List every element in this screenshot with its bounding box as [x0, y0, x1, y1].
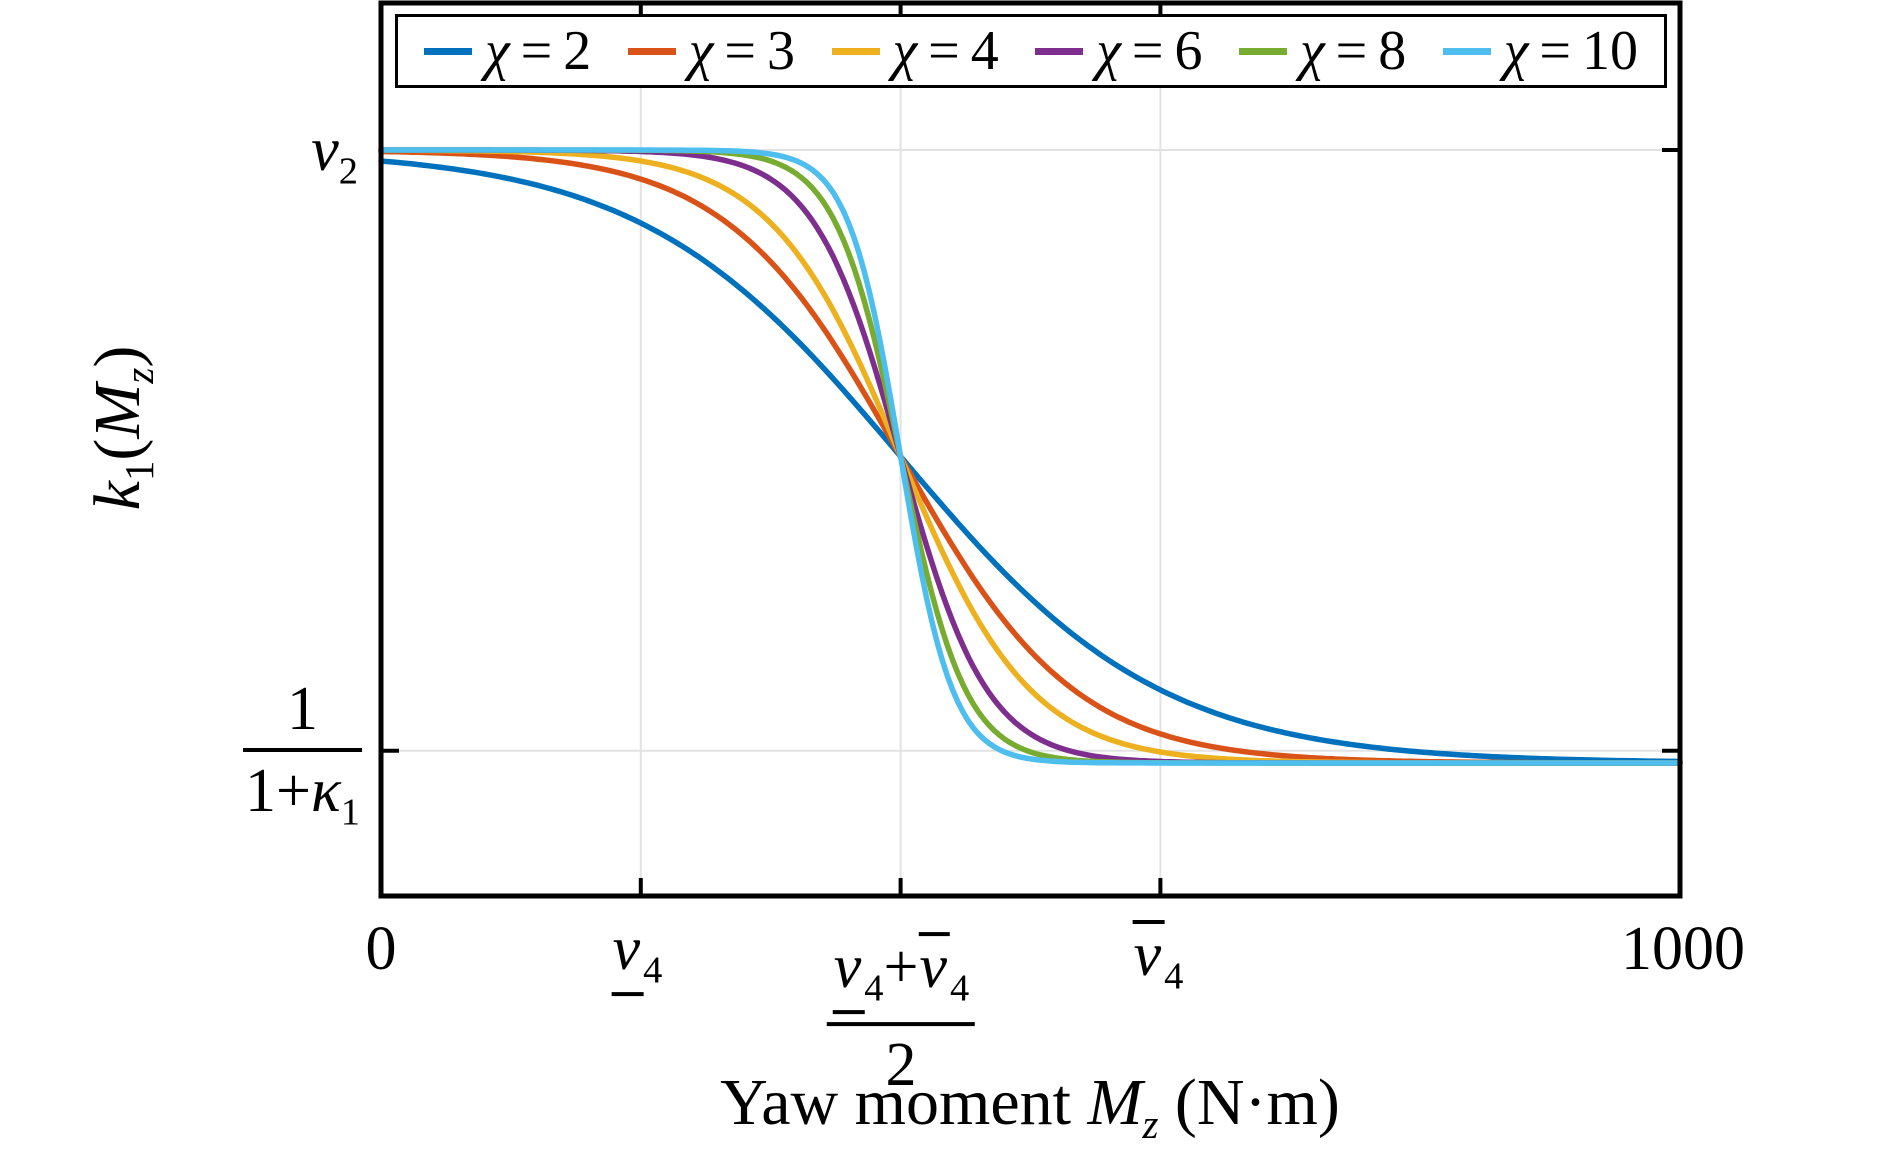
legend-entry: χ = 4 — [831, 19, 999, 83]
v-sub: 4 — [1164, 955, 1184, 998]
legend-chi-value: 8 — [1378, 20, 1407, 82]
legend-entry: χ = 6 — [1035, 19, 1202, 83]
y-tick-label-1-over-1-plus-kappa1: 1 1+κ1 — [243, 675, 362, 832]
legend-equals: = — [1131, 20, 1164, 82]
kappa-symbol: κ — [311, 757, 341, 825]
legend-chi-symbol: χ — [1300, 20, 1325, 82]
curve-chi-8 — [378, 147, 1683, 766]
x-title-suffix: (N·m) — [1158, 1066, 1340, 1139]
fraction-bar — [826, 1021, 976, 1026]
Mz-sub: z — [1142, 1102, 1159, 1148]
legend-line-sample — [1035, 47, 1084, 55]
legend-equals: = — [1335, 20, 1368, 82]
y-tick-label-v2: v2 — [311, 116, 358, 191]
legend-box: χ = 2 χ = 3 χ = 4 χ = 6 χ = 8 χ = 10 — [395, 14, 1667, 88]
curves — [378, 147, 1683, 766]
v-sub: 4 — [643, 949, 663, 992]
fraction-numerator: 1 — [287, 675, 319, 743]
v-base: v — [1133, 921, 1162, 989]
paren-close: ) — [81, 345, 154, 368]
v-overbar: v — [918, 932, 951, 998]
k-sub: 1 — [117, 460, 163, 482]
curve-chi-10 — [378, 147, 1683, 766]
Mz-sub: z — [117, 367, 163, 384]
Mz-symbol: M — [1087, 1066, 1143, 1139]
v2-sub: 2 — [338, 150, 358, 193]
legend-entry: χ = 10 — [1442, 19, 1638, 83]
legend-chi-symbol: χ — [892, 20, 918, 82]
v2-base: v — [311, 116, 339, 184]
legend-line-sample — [831, 47, 880, 55]
x-tick-label-v4-upper: v4 — [1132, 920, 1183, 996]
legend-chi-symbol: χ — [1096, 20, 1121, 82]
legend-equals: = — [1539, 20, 1571, 82]
x-tick-label-0: 0 — [365, 915, 397, 983]
k-symbol: k — [81, 481, 154, 511]
paren-open: ( — [81, 438, 154, 461]
legend-entry: χ = 3 — [627, 19, 795, 83]
x-tick-label-v4-lower: v4 — [611, 918, 663, 996]
legend-equals: = — [928, 20, 960, 82]
x-axis-title: Yaw moment Mz (N·m) — [720, 1070, 1340, 1146]
fraction-denominator: 1+κ1 — [243, 752, 362, 832]
kappa-sub: 1 — [340, 791, 360, 834]
den-pre: 1+ — [245, 757, 312, 825]
legend-chi-value: 3 — [766, 20, 795, 82]
legend-entry: χ = 8 — [1239, 19, 1406, 83]
legend-chi-value: 2 — [563, 20, 592, 82]
v-sub: 4 — [950, 967, 970, 1010]
curve-chi-2 — [378, 158, 1683, 765]
fraction: v4+v4 2 — [826, 932, 976, 1099]
legend-line-sample — [627, 47, 676, 55]
legend-chi-value: 6 — [1174, 20, 1203, 82]
v-sub: 4 — [864, 967, 884, 1010]
legend-chi-symbol: χ — [1503, 20, 1529, 82]
fraction-denominator: 2 — [885, 1030, 917, 1099]
fraction: 1 1+κ1 — [243, 675, 362, 832]
legend-equals: = — [520, 20, 553, 82]
legend-equals: = — [724, 20, 756, 82]
curve-chi-6 — [378, 147, 1683, 766]
x-tick-label-1000: 1000 — [1621, 915, 1745, 983]
legend-entry: χ = 2 — [424, 19, 591, 83]
x-title-prefix: Yaw moment — [720, 1066, 1088, 1139]
plot-frame — [378, 0, 1683, 899]
Mz-symbol: M — [81, 383, 154, 439]
v-base: v — [833, 933, 862, 1002]
v-base: v — [612, 915, 641, 984]
plus-sign: + — [883, 933, 919, 1002]
curve-chi-3 — [378, 148, 1683, 766]
legend-chi-value: 4 — [970, 20, 999, 82]
fraction-numerator: v4+v4 — [827, 932, 975, 1022]
legend-line-sample — [1442, 47, 1491, 55]
fraction-bar — [243, 748, 362, 752]
y-axis-title: k1(Mz) — [80, 345, 162, 511]
legend-line-sample — [424, 47, 472, 55]
curve-chi-4 — [378, 147, 1683, 766]
x-tick-label-midpoint-fraction: v4+v4 2 — [826, 932, 976, 1099]
legend-line-sample — [1239, 47, 1287, 55]
legend-chi-value: 10 — [1581, 20, 1638, 82]
legend-chi-symbol: χ — [485, 20, 510, 82]
legend-chi-symbol: χ — [688, 20, 714, 82]
v-underbar: v — [832, 936, 865, 1014]
v-overbar: v — [1132, 920, 1165, 986]
v-base: v — [919, 933, 948, 1002]
v-underbar: v — [611, 918, 644, 996]
